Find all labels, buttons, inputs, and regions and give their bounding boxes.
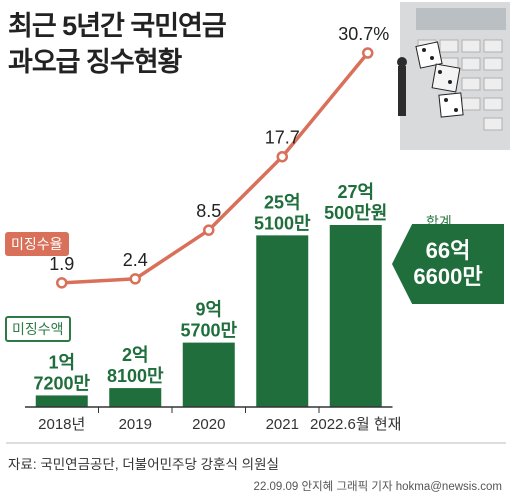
bar-3 [256,235,309,407]
rate-label-1: 2.4 [123,250,148,270]
rate-point-3 [276,150,288,163]
bar-1 [109,388,162,407]
rate-legend-tag: 미징수율 [5,232,69,256]
rate-point-2 [203,224,215,236]
bar-4 [329,225,382,407]
bar-label-3-0: 25억 [264,192,301,212]
total-line1: 66억 [425,238,471,263]
bar-label-2-1: 5700만 [180,321,237,341]
bar-0 [35,395,88,407]
bar-label-3-1: 5100만 [254,213,311,233]
chart-title-line2: 과오급 징수현황 [8,47,182,77]
amount-legend-tag: 미징수액 [5,316,71,342]
rate-label-2: 8.5 [196,201,221,221]
x-tick-label-3: 2021 [266,416,299,433]
bar-label-2-0: 9억 [195,300,222,320]
chart-title-line1: 최근 5년간 국민연금 [8,11,227,41]
total-line2: 6600만 [413,264,483,289]
rate-line [61,51,370,285]
total-badge: 66억 6600만 [392,224,504,304]
x-tick-label-0: 2018년 [38,416,85,433]
source-note: 자료: 국민연금공단, 더불어민주당 강훈식 의원실 [8,457,279,472]
rate-label-4: 30.7% [338,24,389,44]
rate-point-0 [56,277,68,289]
bar-label-1-1: 8100만 [107,366,164,386]
calculator-illustration [397,2,510,150]
rate-point-4 [362,47,374,59]
x-tick-label-1: 2019 [119,416,152,433]
rate-label-0: 1.9 [49,254,74,274]
bar-label-4-1: 500만원 [324,203,387,223]
rate-point-1 [129,273,141,285]
bar-label-0-0: 1억 [48,352,75,372]
x-tick-label-4: 2022.6월 현재 [310,416,401,433]
bar-label-0-1: 7200만 [33,373,90,393]
bar-label-1-0: 2억 [122,345,149,365]
bar-2 [182,342,235,407]
rate-label-3: 17.7 [265,128,300,148]
x-tick-label-2: 2020 [192,416,225,433]
bar-label-4-0: 27억 [337,182,374,202]
credit-note: 22.09.09 안지혜 그래픽 기자 hokma@newsis.com [253,481,502,493]
